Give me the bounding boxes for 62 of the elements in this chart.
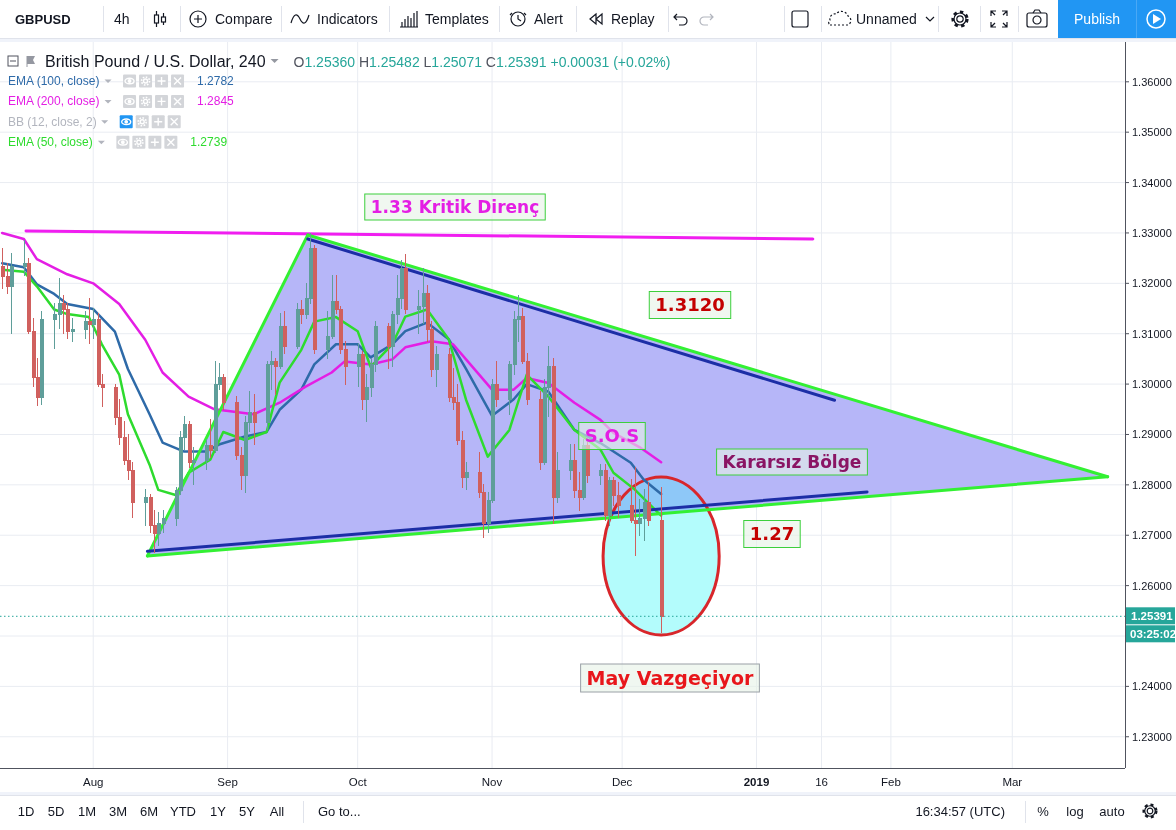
text: EMA (100, close) [8,74,100,88]
y-tick-label: 1.23000 [1132,730,1172,743]
text: British Pound / U.S. Dollar, 240 [45,53,266,70]
y-tick-label: 1.35000 [1132,126,1172,139]
annotation: 1.33 Kritik Direnç [370,197,540,218]
text: Compare [215,11,273,27]
text: 4h [114,11,130,27]
x-tick-label: Oct [348,776,368,788]
x-tick-label: Dec [611,776,633,788]
text: Indicators [317,11,378,27]
text: EMA (50, close) [8,135,93,150]
annotation: 1.2845 [197,94,235,109]
annotation: Kararsız Bölge [722,452,862,473]
x-tick-label: 16 [815,776,828,788]
text: 5D [47,804,65,819]
text: Publish [1074,11,1120,27]
text: log [1066,804,1084,819]
ref-line-label: 1.25391 [1131,610,1174,623]
text: 6M [139,804,159,819]
y-tick-label: 1.24000 [1132,680,1172,693]
annotation: 1.27 [749,523,795,545]
text: Templates [425,11,489,27]
x-tick-label: Sep [217,776,238,788]
annotation: S.O.S [584,425,640,447]
text: 03:25:02 [1130,628,1176,641]
text: Go to... [318,804,361,819]
y-tick-label: 1.34000 [1132,176,1172,189]
text: GBPUSD [15,12,71,27]
text: auto [1099,804,1125,819]
y-tick-label: 1.27000 [1132,529,1172,542]
y-tick-label: 1.28000 [1132,478,1172,491]
annotation: 1.2782 [197,74,235,88]
x-tick-label: Feb [880,776,901,788]
text: All [269,804,285,819]
annotation: 1.3120 [655,294,725,316]
y-tick-label: 1.30000 [1132,378,1172,391]
y-tick-label: 1.26000 [1132,579,1172,592]
text: % [1037,804,1050,819]
x-tick-label: 2019 [743,776,770,788]
text: Alert [534,11,563,27]
text: YTD [170,804,196,819]
y-tick-label: 1.31000 [1132,327,1172,340]
x-tick-label: Nov [481,776,503,788]
text: 1Y [210,804,227,819]
y-tick-label: 1.36000 [1132,75,1172,88]
y-tick-label: 1.32000 [1132,277,1172,290]
text: EMA (200, close) [8,94,100,109]
y-tick-label: 1.29000 [1132,428,1172,441]
x-tick-label: Mar [1002,776,1023,788]
annotation: May Vazgeçiyor [586,666,755,689]
text: 16:34:57 (UTC) [915,804,1005,819]
text: O1.25360 H1.25482 L1.25071 C1.25391 +0.00031 (+0.02%) [293,54,671,70]
text: 3M [108,804,128,819]
annotation: BB (12, close, 2) [8,114,97,129]
text: 5Y [239,804,256,819]
text: 1D [17,804,35,819]
annotation: 1.2739 [190,135,228,150]
text: Replay [611,11,655,27]
y-tick-label: 1.33000 [1132,226,1172,239]
text: 1M [77,804,97,819]
text: Unnamed [856,11,917,27]
x-tick-label: Aug [82,776,104,788]
